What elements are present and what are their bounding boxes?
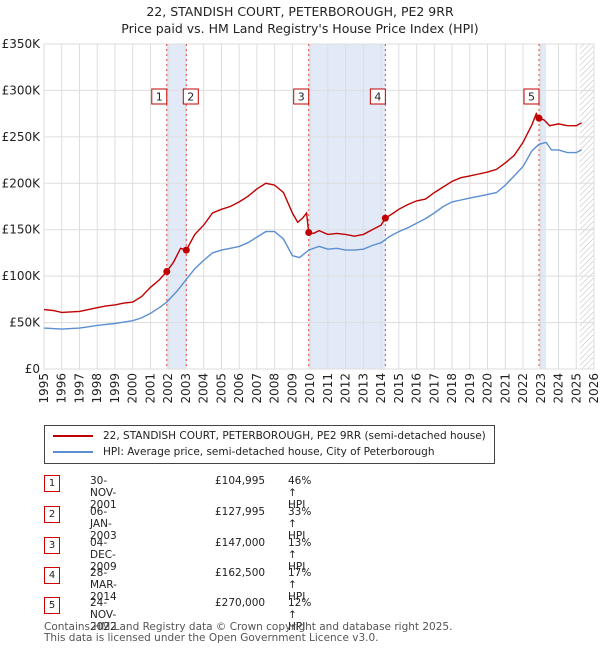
sale-price: £127,995 <box>215 506 266 518</box>
y-tick-label: £150K <box>2 223 42 237</box>
y-tick-label: £350K <box>2 37 42 51</box>
sale-price: £270,000 <box>215 597 266 609</box>
x-tick-label: 1996 <box>55 373 69 404</box>
sale-date: 30-NOV-2001 <box>90 475 117 511</box>
sale-number-badge: 3 <box>44 537 60 554</box>
x-tick-label: 2019 <box>463 373 477 404</box>
sale-label-box <box>182 88 199 105</box>
y-tick-label: £200K <box>2 176 42 190</box>
x-tick-label: 2011 <box>321 373 335 404</box>
x-tick-label: 1995 <box>37 373 51 404</box>
sale-price: £162,500 <box>215 567 266 579</box>
x-tick-label: 1998 <box>90 373 104 404</box>
x-tick-label: 2018 <box>445 373 459 404</box>
sale-number-badge: 4 <box>44 567 60 584</box>
x-tick-label: 2003 <box>179 373 193 404</box>
sale-number-badge: 5 <box>44 597 60 614</box>
x-tick-label: 2016 <box>410 373 424 404</box>
price-chart: £0 £50K £100K £150K £200K £250K £300K £350K 1995… <box>2 37 600 404</box>
sale-hpi-change: 17% ↑ HPI <box>288 567 312 603</box>
x-tick-label: 2017 <box>427 373 441 404</box>
x-tick-label: 2004 <box>197 373 211 404</box>
x-tick-label: 2023 <box>534 373 548 404</box>
sale-label-number: 2 <box>187 91 194 104</box>
sale-date: 06-JAN-2003 <box>90 506 117 542</box>
legend-label-property: 22, STANDISH COURT, PETERBOROUGH, PE2 9R… <box>103 430 486 442</box>
sale-hpi-change: 33% ↑ HPI <box>288 506 312 542</box>
forecast-hatch <box>579 44 594 369</box>
highlight-band <box>166 44 187 369</box>
x-tick-label: 2020 <box>481 373 495 404</box>
x-tick-label: 2010 <box>303 373 317 404</box>
x-tick-label: 2002 <box>161 373 175 404</box>
x-tick-label: 2013 <box>356 373 370 404</box>
legend-label-hpi: HPI: Average price, semi-detached house,… <box>103 446 435 458</box>
y-tick-label: £250K <box>2 130 42 144</box>
hpi-line <box>43 141 582 330</box>
legend-item-property: 22, STANDISH COURT, PETERBOROUGH, PE2 9R… <box>53 430 486 442</box>
sale-hpi-change: 12% ↑ HPI <box>288 597 312 633</box>
x-tick-label: 2001 <box>143 373 157 404</box>
sale-hpi-change: 13% ↑ HPI <box>288 537 312 573</box>
x-tick-label: 2014 <box>374 373 388 404</box>
x-tick-label: 2006 <box>232 373 246 404</box>
sale-date: 28-MAR-2014 <box>90 567 117 603</box>
x-tick-label: 2024 <box>552 373 566 404</box>
chart-subtitle: Price paid vs. HM Land Registry's House … <box>121 21 479 36</box>
sale-point <box>163 268 171 276</box>
x-tick-label: 1997 <box>72 373 86 404</box>
x-tick-label: 2026 <box>587 373 600 404</box>
sale-point <box>182 246 190 254</box>
x-tick-label: 2007 <box>250 373 264 404</box>
sale-label-number: 1 <box>156 91 163 104</box>
y-tick-label: £100K <box>2 269 42 283</box>
legend: 22, STANDISH COURT, PETERBOROUGH, PE2 9R… <box>44 425 495 464</box>
sale-label-number: 3 <box>298 91 305 104</box>
sale-label-box <box>151 88 168 105</box>
sale-label-number: 4 <box>374 91 381 104</box>
x-tick-label: 2008 <box>268 373 282 404</box>
sale-label-number: 5 <box>528 91 535 104</box>
footer-copyright: Contains HM Land Registry data © Crown c… <box>44 621 453 633</box>
sale-label-box <box>369 88 386 105</box>
x-tick-label: 2022 <box>516 373 530 404</box>
sale-price: £104,995 <box>215 475 266 487</box>
y-tick-label: £0 <box>25 362 40 376</box>
y-tick-label: £50K <box>9 316 41 330</box>
sale-point <box>381 214 389 222</box>
chart-title: 22, STANDISH COURT, PETERBOROUGH, PE2 9R… <box>146 4 454 19</box>
footer-license: This data is licensed under the Open Gov… <box>44 632 379 644</box>
sale-date: 04-DEC-2009 <box>90 537 117 573</box>
price-line <box>43 111 582 314</box>
sale-number-badge: 2 <box>44 506 60 523</box>
sale-point <box>305 229 313 236</box>
x-tick-label: 2000 <box>126 373 140 404</box>
sale-number-badge: 1 <box>44 475 60 492</box>
sale-price: £147,000 <box>215 537 266 549</box>
sale-label-box <box>523 88 540 105</box>
sale-point <box>535 114 543 122</box>
sale-hpi-change: 46% ↑ HPI <box>288 475 312 511</box>
sale-date: 24-NOV-2022 <box>90 597 117 633</box>
x-tick-label: 2015 <box>392 373 406 404</box>
x-tick-label: 2005 <box>214 373 228 404</box>
highlight-band <box>539 44 547 369</box>
x-tick-label: 2025 <box>569 373 583 404</box>
legend-swatch-hpi <box>53 451 93 453</box>
x-tick-label: 2012 <box>339 373 353 404</box>
legend-item-hpi: HPI: Average price, semi-detached house,… <box>53 446 435 458</box>
y-tick-label: £300K <box>2 83 42 97</box>
sale-label-box <box>293 88 310 105</box>
x-tick-label: 2009 <box>285 373 299 404</box>
legend-swatch-property <box>53 435 93 437</box>
x-tick-label: 1999 <box>108 373 122 404</box>
x-tick-label: 2021 <box>498 373 512 404</box>
